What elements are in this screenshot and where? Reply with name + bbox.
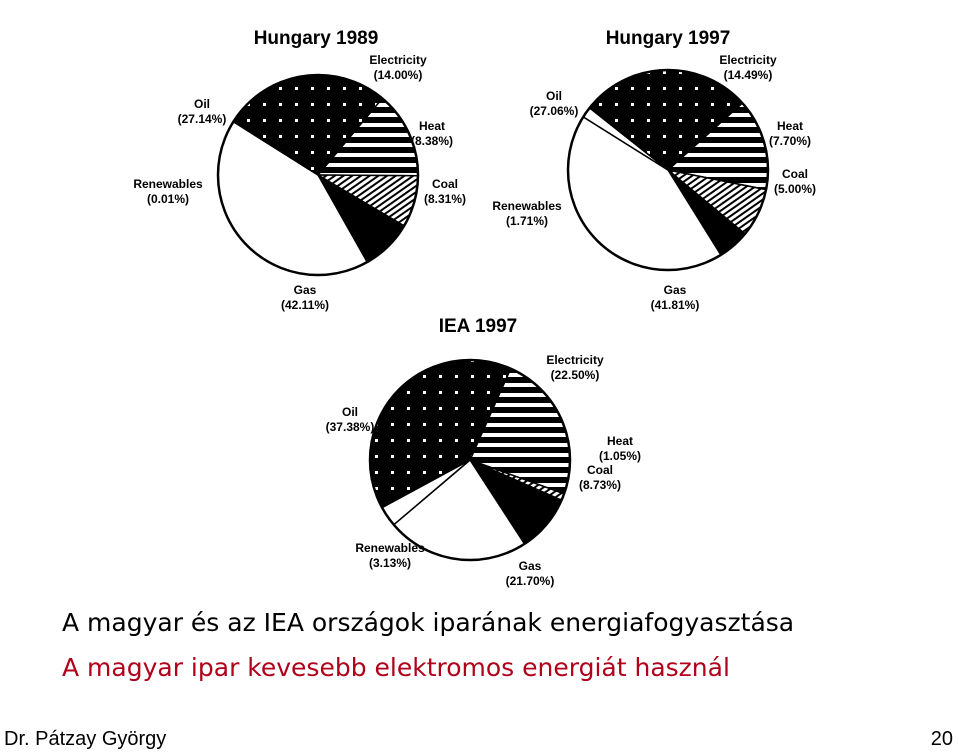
pie-chart-3: IEA 1997 Electricity(22.50%) Heat(1.05%)Co… bbox=[326, 316, 641, 588]
slice-label-renewables: Renewables bbox=[492, 199, 562, 213]
slice-value-electricity: (22.50%) bbox=[551, 368, 600, 382]
slice-label-coal: Coal bbox=[782, 167, 808, 181]
pie-title: IEA 1997 bbox=[439, 316, 518, 337]
pie-chart-2: Hungary 1997 Electricity(14.49%) Heat(7.70… bbox=[492, 28, 816, 312]
slice-value-renewables: (3.13%) bbox=[369, 556, 411, 570]
slice-label-oil: Oil bbox=[342, 405, 358, 419]
slice-label-renewables: Renewables bbox=[355, 541, 425, 555]
slice-value-heat: (1.05%) bbox=[599, 449, 641, 463]
slice-value-coal: (8.73%) bbox=[579, 478, 621, 492]
footer-author: Dr. Pátzay György bbox=[4, 728, 167, 750]
slice-value-electricity: (14.49%) bbox=[724, 68, 773, 82]
slice-label-electricity: Electricity bbox=[719, 53, 777, 67]
slice-value-electricity: (14.00%) bbox=[374, 68, 423, 82]
slice-value-oil: (37.38%) bbox=[326, 420, 375, 434]
slice-value-heat: (7.70%) bbox=[769, 134, 811, 148]
pie-outline bbox=[566, 68, 770, 272]
slice-value-coal: (8.31%) bbox=[424, 192, 466, 206]
slice-value-oil: (27.06%) bbox=[530, 104, 579, 118]
slice-label-oil: Oil bbox=[546, 89, 562, 103]
slice-label-heat: Heat bbox=[419, 119, 445, 133]
slice-value-gas: (21.70%) bbox=[506, 574, 555, 588]
slice-label-electricity: Electricity bbox=[546, 353, 604, 367]
pie-outline bbox=[216, 73, 420, 277]
slice-value-gas: (41.81%) bbox=[651, 298, 700, 312]
slice-label-gas: Gas bbox=[294, 283, 317, 297]
slice-label-coal: Coal bbox=[432, 177, 458, 191]
slice-label-gas: Gas bbox=[519, 559, 542, 573]
slide-caption-title: A magyar és az IEA országok iparának ene… bbox=[62, 608, 795, 637]
slice-value-renewables: (0.01%) bbox=[147, 192, 189, 206]
pie-title: Hungary 1997 bbox=[606, 28, 731, 49]
pie-outline bbox=[368, 358, 572, 562]
slice-value-coal: (5.00%) bbox=[774, 182, 816, 196]
slice-label-coal: Coal bbox=[587, 463, 613, 477]
pie-charts: Hungary 1989Electricity(14.00%)Heat(8.38… bbox=[133, 28, 816, 588]
slice-value-oil: (27.14%) bbox=[178, 112, 227, 126]
slice-label-electricity: Electricity bbox=[369, 53, 427, 67]
slice-label-gas: Gas bbox=[664, 283, 687, 297]
slice-value-heat: (8.38%) bbox=[411, 134, 453, 148]
pie-title: Hungary 1989 bbox=[254, 28, 379, 49]
slice-value-gas: (42.11%) bbox=[281, 298, 329, 312]
pie-chart-1: Hungary 1989 Electricity(14.00%) Heat(8.38… bbox=[133, 28, 466, 312]
slice-label-renewables: Renewables bbox=[133, 177, 203, 191]
slice-label-oil: Oil bbox=[194, 97, 210, 111]
footer-page-number: 20 bbox=[930, 728, 953, 750]
slice-label-heat: Heat bbox=[607, 434, 633, 448]
slice-value-renewables: (1.71%) bbox=[506, 214, 548, 228]
slide-caption-subtitle: A magyar ipar kevesebb elektromos energi… bbox=[62, 653, 730, 682]
slice-label-heat: Heat bbox=[777, 119, 803, 133]
